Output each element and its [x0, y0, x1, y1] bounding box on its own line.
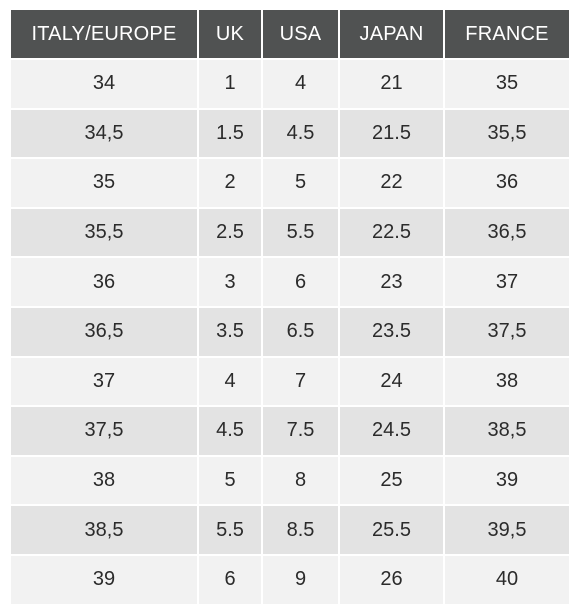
cell-italy-europe: 34: [11, 60, 197, 108]
cell-japan: 22: [340, 159, 443, 207]
cell-japan: 23: [340, 258, 443, 306]
cell-usa: 8.5: [263, 506, 338, 554]
header-france: FRANCE: [445, 10, 569, 58]
cell-france: 39: [445, 456, 569, 505]
cell-uk: 2: [199, 159, 261, 207]
cell-japan: 22.5: [340, 208, 443, 257]
cell-uk: 1.5: [199, 109, 261, 158]
header-row: ITALY/EUROPE UK USA JAPAN FRANCE: [11, 10, 569, 58]
cell-usa: 6.5: [263, 307, 338, 356]
cell-usa: 5.5: [263, 208, 338, 257]
cell-japan: 25.5: [340, 506, 443, 554]
cell-italy-europe: 37,5: [11, 407, 197, 455]
cell-japan: 21.5: [340, 109, 443, 158]
cell-usa: 6: [263, 258, 338, 306]
cell-japan: 23.5: [340, 307, 443, 356]
cell-france: 35: [445, 60, 569, 108]
table-row: 36 3 6 23 37: [11, 258, 569, 306]
cell-usa: 4.5: [263, 109, 338, 158]
cell-italy-europe: 38,5: [11, 506, 197, 554]
size-conversion-chart: ITALY/EUROPE UK USA JAPAN FRANCE 34 1 4 …: [11, 10, 569, 604]
table-row: 37 4 7 24 38: [11, 357, 569, 406]
table-row: 35,5 2.5 5.5 22.5 36,5: [11, 208, 569, 257]
cell-usa: 8: [263, 456, 338, 505]
cell-usa: 4: [263, 60, 338, 108]
cell-france: 35,5: [445, 109, 569, 158]
cell-japan: 25: [340, 456, 443, 505]
header-italy-europe: ITALY/EUROPE: [11, 10, 197, 58]
cell-uk: 5: [199, 456, 261, 505]
cell-japan: 24.5: [340, 407, 443, 455]
cell-france: 37,5: [445, 307, 569, 356]
table-row: 36,5 3.5 6.5 23.5 37,5: [11, 307, 569, 356]
cell-france: 36,5: [445, 208, 569, 257]
header-usa: USA: [263, 10, 338, 58]
cell-usa: 5: [263, 159, 338, 207]
cell-uk: 5.5: [199, 506, 261, 554]
table-row: 37,5 4.5 7.5 24.5 38,5: [11, 407, 569, 455]
table-row: 38,5 5.5 8.5 25.5 39,5: [11, 506, 569, 554]
cell-italy-europe: 34,5: [11, 109, 197, 158]
cell-uk: 1: [199, 60, 261, 108]
cell-japan: 21: [340, 60, 443, 108]
cell-france: 38: [445, 357, 569, 406]
cell-uk: 3: [199, 258, 261, 306]
cell-italy-europe: 35,5: [11, 208, 197, 257]
cell-uk: 4.5: [199, 407, 261, 455]
cell-usa: 7.5: [263, 407, 338, 455]
cell-france: 36: [445, 159, 569, 207]
cell-japan: 24: [340, 357, 443, 406]
size-conversion-table: ITALY/EUROPE UK USA JAPAN FRANCE 34 1 4 …: [9, 8, 571, 606]
cell-uk: 2.5: [199, 208, 261, 257]
table-row: 34,5 1.5 4.5 21.5 35,5: [11, 109, 569, 158]
cell-italy-europe: 35: [11, 159, 197, 207]
cell-france: 38,5: [445, 407, 569, 455]
cell-italy-europe: 36: [11, 258, 197, 306]
cell-italy-europe: 36,5: [11, 307, 197, 356]
header-uk: UK: [199, 10, 261, 58]
table-row: 34 1 4 21 35: [11, 60, 569, 108]
cell-france: 39,5: [445, 506, 569, 554]
cell-italy-europe: 38: [11, 456, 197, 505]
cell-italy-europe: 37: [11, 357, 197, 406]
cell-uk: 3.5: [199, 307, 261, 356]
cell-usa: 7: [263, 357, 338, 406]
header-japan: JAPAN: [340, 10, 443, 58]
table-row: 38 5 8 25 39: [11, 456, 569, 505]
cell-uk: 4: [199, 357, 261, 406]
table-row: 35 2 5 22 36: [11, 159, 569, 207]
cell-france: 37: [445, 258, 569, 306]
